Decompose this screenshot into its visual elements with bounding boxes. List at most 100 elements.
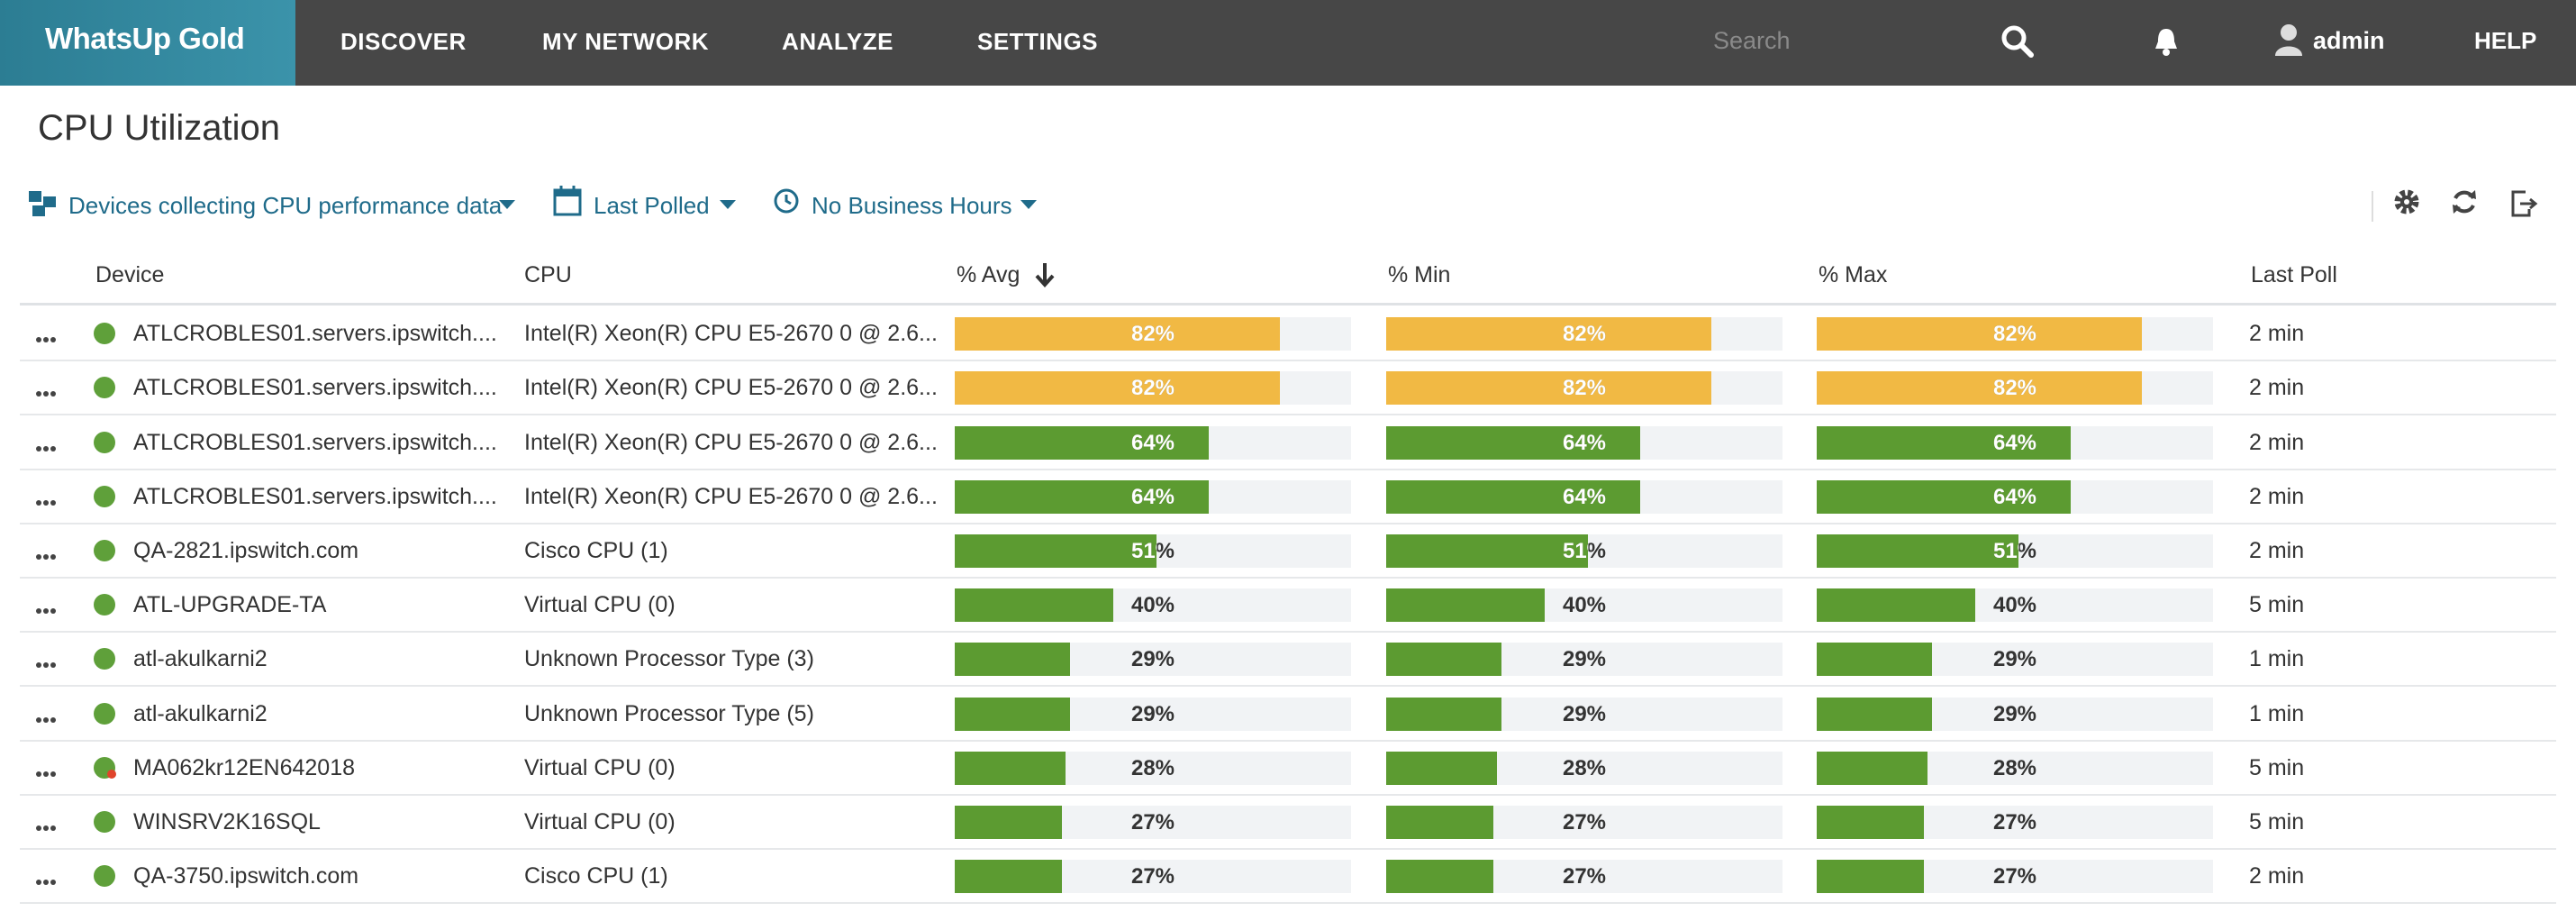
status-dot [94, 485, 115, 507]
status-dot [94, 810, 115, 833]
header-cpu[interactable]: CPU [524, 262, 572, 287]
max-track: 27% 27% [1817, 805, 2213, 839]
last-poll: 5 min [2249, 592, 2305, 618]
avg-label: 82% [1130, 322, 1175, 347]
search-input[interactable]: Search [1713, 27, 1791, 54]
nav-discover[interactable]: DISCOVER [340, 28, 467, 55]
min-track: 28% 28% [1386, 751, 1782, 785]
search-icon[interactable] [2000, 23, 2036, 59]
max-label: 29% [1992, 647, 2037, 672]
row-separator [20, 685, 2556, 688]
last-poll: 2 min [2249, 537, 2305, 563]
row-menu[interactable] [36, 602, 56, 615]
avg-bar [955, 860, 1062, 894]
sort-arrow[interactable] [1034, 261, 1056, 288]
device-name[interactable]: MA062kr12EN642018 [133, 754, 355, 780]
device-name[interactable]: ATLCROBLES01.servers.ipswitch.... [133, 375, 497, 401]
divider [2372, 191, 2373, 222]
min-track: 29% 29% [1386, 697, 1782, 731]
row-separator [20, 360, 2556, 362]
avg-bar [955, 371, 1280, 406]
user-name[interactable]: admin [2313, 27, 2385, 54]
device-name[interactable]: ATLCROBLES01.servers.ipswitch.... [133, 429, 497, 455]
status-dot [94, 431, 115, 453]
min-track: 27% 27% [1386, 805, 1782, 839]
min-bar [1386, 425, 1640, 460]
header-last-poll[interactable]: Last Poll [2251, 262, 2337, 287]
last-poll: 1 min [2249, 700, 2305, 726]
min-bar [1386, 371, 1711, 406]
row-menu[interactable] [36, 765, 56, 777]
max-track: 82% 82% [1817, 317, 2213, 351]
header-max[interactable]: % Max [1819, 262, 1888, 287]
row-menu[interactable] [36, 711, 56, 723]
caret[interactable] [720, 200, 736, 211]
row-menu[interactable] [36, 873, 56, 886]
max-label: 51% [1992, 538, 2037, 563]
avg-bar [955, 425, 1209, 460]
status-alert [107, 769, 116, 779]
max-label-inverse: 51% [1992, 538, 2037, 563]
min-track: 64% 64% [1386, 479, 1782, 514]
cpu-name: Intel(R) Xeon(R) CPU E5-2670 0 @ 2.6... [524, 375, 938, 401]
refresh-icon[interactable] [2450, 187, 2479, 216]
row-menu[interactable] [36, 656, 56, 669]
row-menu[interactable] [36, 819, 56, 831]
avg-track: 82% 82% [955, 371, 1351, 406]
avg-bar [955, 479, 1209, 514]
min-label: 28% [1562, 755, 1607, 780]
device-name[interactable]: ATLCROBLES01.servers.ipswitch.... [133, 321, 497, 347]
row-menu[interactable] [36, 548, 56, 560]
device-name[interactable]: QA-3750.ipswitch.com [133, 863, 359, 889]
max-bar [1817, 860, 1924, 894]
row-menu[interactable] [36, 331, 56, 343]
nav-analyze[interactable]: ANALYZE [782, 28, 893, 55]
row-separator [20, 577, 2556, 579]
avg-label: 40% [1130, 593, 1175, 618]
min-label: 82% [1562, 376, 1607, 401]
device-name[interactable]: ATLCROBLES01.servers.ipswitch.... [133, 483, 497, 509]
export-icon[interactable] [2509, 189, 2538, 218]
settings-icon[interactable] [2392, 187, 2421, 216]
device-name[interactable]: WINSRV2K16SQL [133, 808, 321, 834]
avg-bar [955, 534, 1157, 568]
row-menu[interactable] [36, 494, 56, 506]
user-icon[interactable] [2273, 22, 2304, 58]
filter-time[interactable]: Last Polled [594, 192, 710, 219]
max-label-inverse: 82% [1992, 322, 2037, 347]
filter-business-hours[interactable]: No Business Hours [812, 192, 1012, 219]
max-bar [1817, 534, 2019, 568]
bell-icon[interactable] [2153, 27, 2180, 58]
device-name[interactable]: QA-2821.ipswitch.com [133, 537, 359, 563]
last-poll: 2 min [2249, 429, 2305, 455]
caret[interactable] [1020, 200, 1037, 211]
filter-devices[interactable]: Devices collecting CPU performance data [68, 192, 503, 219]
help[interactable]: HELP [2474, 27, 2537, 54]
caret[interactable] [499, 200, 515, 211]
row-separator [20, 631, 2556, 634]
nav-settings[interactable]: SETTINGS [977, 28, 1099, 55]
avg-track: 64% 64% [955, 479, 1351, 514]
max-label: 82% [1992, 322, 2037, 347]
min-bar [1386, 860, 1493, 894]
logo[interactable]: WhatsUp Gold [0, 0, 295, 86]
header-min[interactable]: % Min [1388, 262, 1451, 287]
status-dot [94, 648, 115, 670]
avg-bar [955, 805, 1062, 839]
min-bar [1386, 751, 1498, 785]
row-menu[interactable] [36, 440, 56, 451]
last-poll: 1 min [2249, 646, 2305, 672]
cpu-name: Intel(R) Xeon(R) CPU E5-2670 0 @ 2.6... [524, 429, 938, 455]
max-track: 27% 27% [1817, 860, 2213, 894]
device-name[interactable]: atl-akulkarni2 [133, 646, 268, 672]
row-separator [20, 848, 2556, 850]
status-dot [94, 865, 115, 888]
device-name[interactable]: atl-akulkarni2 [133, 700, 268, 726]
min-bar [1386, 643, 1501, 677]
device-name[interactable]: ATL-UPGRADE-TA [133, 592, 327, 618]
nav-my-network[interactable]: MY NETWORK [542, 28, 710, 55]
min-label: 82% [1562, 322, 1607, 347]
row-menu[interactable] [36, 385, 56, 397]
header-avg[interactable]: % Avg [957, 262, 1020, 287]
header-device[interactable]: Device [95, 262, 165, 287]
